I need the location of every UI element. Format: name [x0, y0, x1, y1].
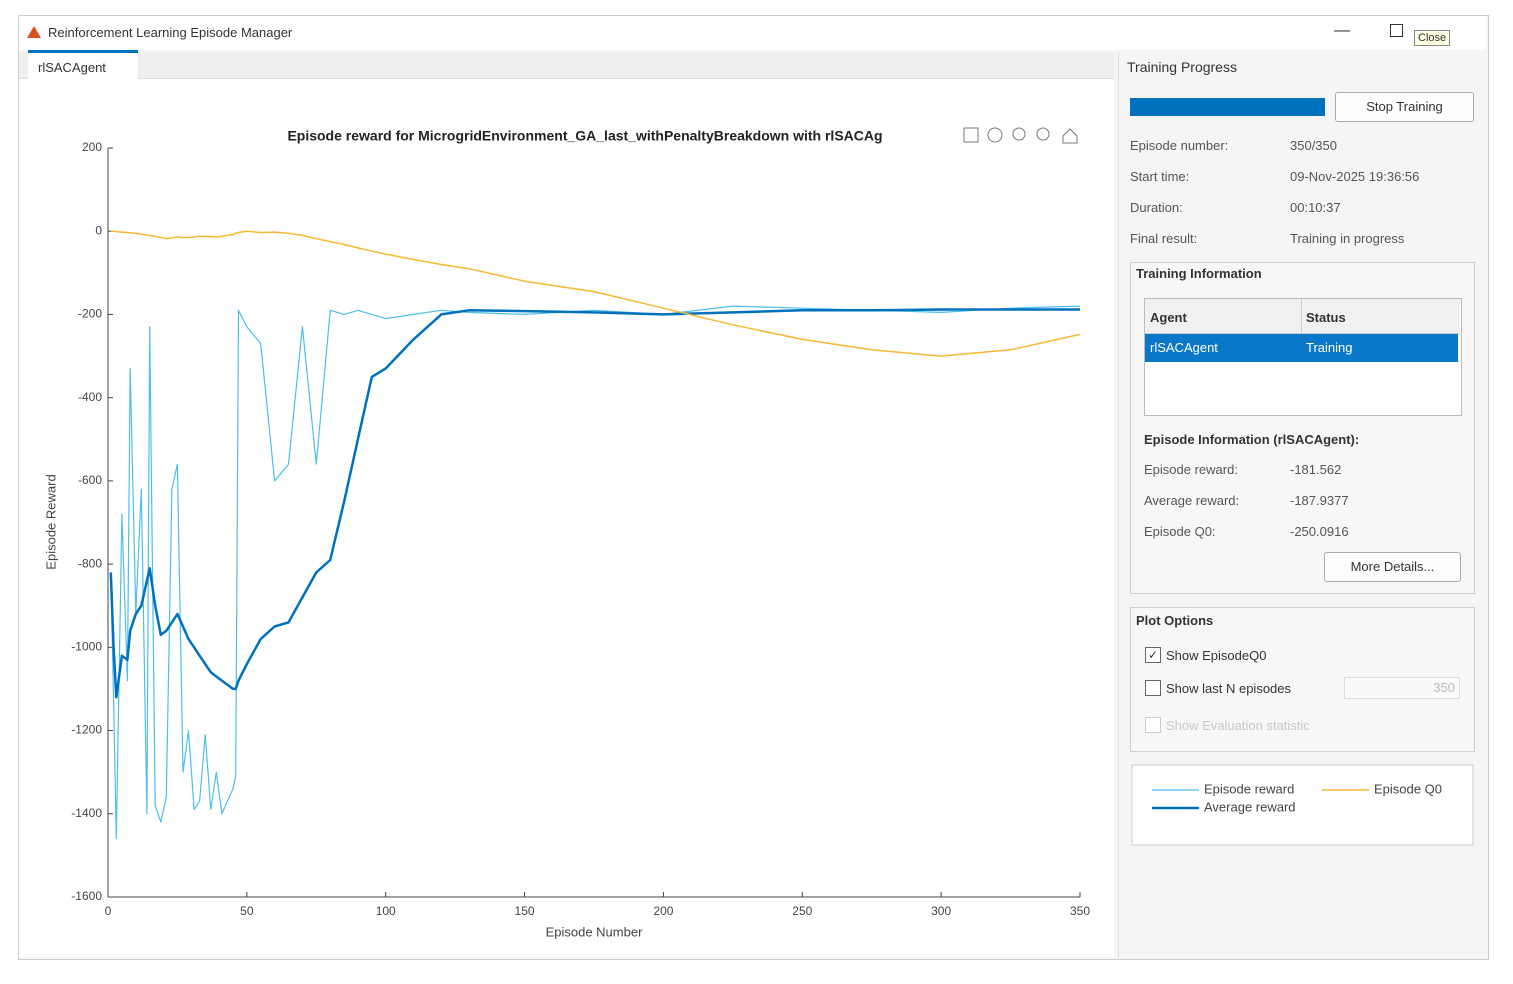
field-value: 09-Nov-2025 19:36:56: [1290, 169, 1420, 184]
field-label: Episode reward:: [1144, 462, 1238, 477]
x-tick-label: 0: [105, 904, 112, 918]
toolbar-icon[interactable]: [1062, 128, 1078, 144]
toolbar-icon[interactable]: [1036, 127, 1050, 141]
legend-label: Average reward: [1204, 799, 1296, 814]
last-n-input[interactable]: 350: [1344, 677, 1460, 699]
field-label: Episode number:: [1130, 138, 1229, 153]
close-tooltip: Close: [1414, 30, 1451, 46]
axes-toolbar[interactable]: [963, 127, 1078, 144]
y-tick-label: -200: [78, 307, 102, 321]
field-value: -187.9377: [1290, 493, 1349, 508]
y-tick-label: 200: [82, 140, 102, 154]
tab-label[interactable]: rlSACAgent: [38, 60, 106, 75]
cell-status[interactable]: Training: [1306, 340, 1353, 355]
title-bar: [19, 16, 1486, 50]
episode-info-title: Episode Information (rlSACAgent):: [1144, 432, 1360, 447]
x-axis-label: Episode Number: [546, 924, 643, 939]
panel-title: Training Information: [1136, 266, 1262, 281]
field-label: Average reward:: [1144, 493, 1240, 508]
header-agent: Agent: [1150, 310, 1187, 325]
y-tick-label: -1200: [71, 723, 102, 737]
header-status: Status: [1306, 310, 1346, 325]
field-value: -181.562: [1290, 462, 1342, 477]
checkbox-label-disabled: Show Evaluation statistic: [1166, 718, 1310, 733]
legend-box: [1131, 764, 1474, 846]
toolbar-icon[interactable]: [1012, 127, 1026, 141]
x-tick-label: 300: [931, 904, 951, 918]
field-value: 350/350: [1290, 138, 1337, 153]
x-tick-label: 350: [1070, 904, 1090, 918]
header-divider: [1301, 299, 1302, 333]
y-tick-label: -1000: [71, 640, 102, 654]
app-icon: [27, 26, 41, 38]
x-tick-label: 200: [653, 904, 673, 918]
document-tab[interactable]: [28, 50, 138, 81]
x-tick-label: 50: [240, 904, 254, 918]
checkbox[interactable]: [1145, 680, 1161, 696]
minimize-button[interactable]: —: [1334, 22, 1350, 39]
tab-strip: [19, 52, 1114, 79]
field-value: -250.0916: [1290, 524, 1349, 539]
field-label: Start time:: [1130, 169, 1190, 184]
field-label: Episode Q0:: [1144, 524, 1216, 539]
selected-row[interactable]: [1145, 334, 1458, 362]
checkbox-checked[interactable]: ✓: [1145, 647, 1161, 663]
cell-agent[interactable]: rlSACAgent: [1150, 340, 1218, 355]
axes-bg: [108, 148, 1080, 897]
maximize-button[interactable]: [1390, 24, 1403, 37]
legend-label: Episode Q0: [1374, 781, 1442, 796]
x-tick-label: 150: [515, 904, 535, 918]
checkbox-disabled: [1145, 717, 1161, 733]
x-tick-label: 100: [376, 904, 396, 918]
stop-button[interactable]: Stop Training: [1335, 92, 1474, 122]
panel-title: Plot Options: [1136, 613, 1214, 628]
series-line: [109, 308, 1080, 699]
more-details-button[interactable]: More Details...: [1324, 552, 1461, 582]
y-tick-label: -1600: [71, 889, 102, 903]
y-tick-label: -600: [78, 473, 102, 487]
y-tick-label: 0: [95, 223, 102, 237]
legend-label: Episode reward: [1204, 781, 1294, 796]
checkbox-label[interactable]: Show EpisodeQ0: [1166, 648, 1267, 663]
y-axis-label: Episode Reward: [43, 474, 58, 569]
toolbar-icon[interactable]: [963, 127, 979, 143]
sidebar-title: Training Progress: [1127, 59, 1237, 75]
progress-bar: [1130, 98, 1325, 116]
series-line: [110, 230, 1081, 357]
field-label: Final result:: [1130, 231, 1198, 246]
field-label: Duration:: [1130, 200, 1183, 215]
series-line: [110, 305, 1081, 840]
y-tick-label: -800: [78, 556, 102, 570]
x-tick-label: 250: [792, 904, 812, 918]
y-tick-label: -400: [78, 390, 102, 404]
window-title: Reinforcement Learning Episode Manager: [48, 25, 293, 40]
y-tick-label: -1400: [71, 806, 102, 820]
table-header: [1145, 299, 1460, 334]
field-value: 00:10:37: [1290, 200, 1341, 215]
field-value: Training in progress: [1290, 231, 1405, 246]
chart-title: Episode reward for MicrogridEnvironment_…: [287, 128, 882, 144]
toolbar-icon[interactable]: [987, 127, 1003, 143]
checkbox-label[interactable]: Show last N episodes: [1166, 681, 1292, 696]
